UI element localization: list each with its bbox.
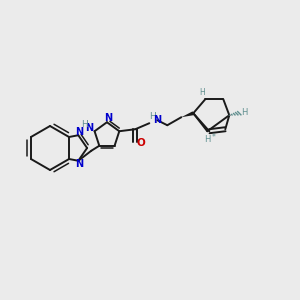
Text: H: H — [204, 135, 211, 144]
Text: N: N — [85, 123, 94, 133]
Text: *: * — [212, 133, 215, 142]
Text: N: N — [75, 127, 83, 137]
Text: H: H — [81, 120, 88, 129]
Polygon shape — [181, 111, 194, 117]
Text: N: N — [153, 115, 161, 125]
Text: H: H — [200, 88, 205, 97]
Text: O: O — [137, 138, 146, 148]
Text: N: N — [75, 159, 83, 169]
Text: N: N — [104, 113, 112, 123]
Text: H: H — [149, 112, 156, 121]
Text: H: H — [241, 108, 248, 117]
